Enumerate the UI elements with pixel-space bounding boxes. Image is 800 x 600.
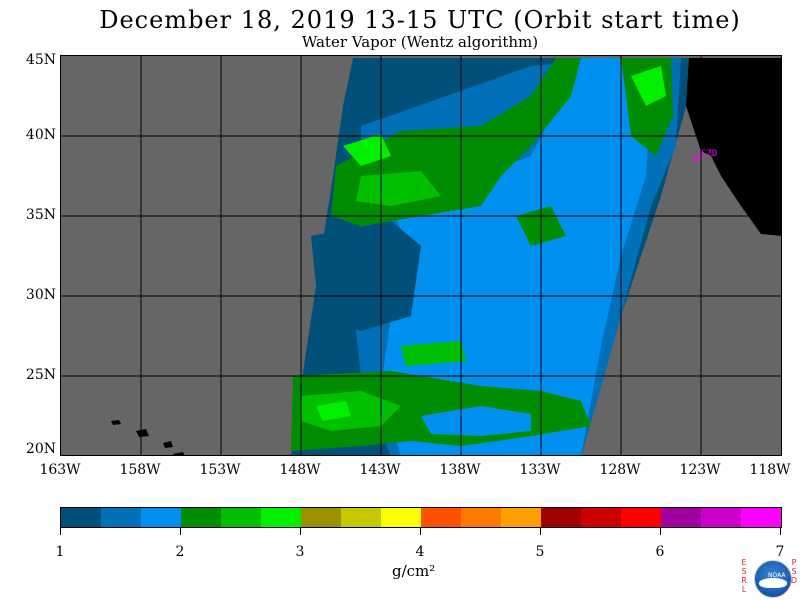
swath-blue-south: [421, 406, 531, 436]
lat-lon-grid: [61, 56, 781, 455]
swath-deep-blue-core: [311, 221, 421, 331]
swath-bright-green-north: [343, 134, 391, 166]
swath-bright-green-south: [301, 391, 401, 431]
california-land: [686, 58, 781, 236]
swath-bright-green-coast: [631, 66, 666, 106]
lon-label-133w: 133W: [519, 462, 561, 478]
cb-tickline-1: [60, 528, 61, 535]
cb-tickline-6: [660, 528, 661, 535]
logo-right-letters: P S D: [790, 558, 798, 585]
cb-tickline-2: [180, 528, 181, 535]
logo-left-letters: E S R L: [740, 558, 748, 594]
colorbar-segment-1: [101, 508, 141, 527]
lat-label-30n: 30N: [25, 287, 56, 303]
colorbar-segment-16: [701, 508, 741, 527]
cb-tickline-4: [420, 528, 421, 535]
logo-letter-s: S: [741, 567, 747, 576]
logo-noaa-text: NOAA: [768, 572, 786, 579]
logo-letter-l: L: [741, 585, 747, 594]
lon-label-138w: 138W: [439, 462, 481, 478]
colorbar-segment-8: [381, 508, 421, 527]
swath-lime-north: [356, 171, 441, 206]
swath-lime-south: [316, 401, 351, 421]
cb-tick-1: 1: [55, 544, 65, 560]
colorbar-segment-2: [141, 508, 181, 527]
cb-tick-6: 6: [655, 544, 665, 560]
colorbar-segment-17: [741, 508, 781, 527]
water-vapor-map: CZD: [60, 55, 782, 456]
station-label: CZD: [701, 149, 717, 159]
hawaii-island-1: [111, 420, 121, 425]
cb-tick-7: 7: [775, 544, 785, 560]
hawaii-island-2: [136, 429, 149, 437]
station-marker: [693, 154, 701, 162]
cb-tick-3: 3: [295, 544, 305, 560]
colorbar-segment-7: [341, 508, 381, 527]
lon-label-143w: 143W: [359, 462, 401, 478]
lat-label-25n: 25N: [25, 367, 56, 383]
cb-tick-2: 2: [175, 544, 185, 560]
colorbar-segment-15: [661, 508, 701, 527]
lon-label-128w: 128W: [599, 462, 641, 478]
cb-tick-4: 4: [415, 544, 425, 560]
colorbar-unit: g/cm²: [392, 562, 436, 580]
logo-letter-s2: S: [791, 567, 797, 576]
logo-letter-d: D: [790, 576, 798, 585]
lon-label-163w: 163W: [39, 462, 81, 478]
noaa-esrl-psd-logo: E S R L NOAA P S D: [740, 558, 798, 600]
colorbar-segment-11: [501, 508, 541, 527]
logo-letter-r: R: [741, 576, 747, 585]
colorbar-segment-13: [581, 508, 621, 527]
lon-label-118w: 118W: [749, 462, 791, 478]
colorbar-segment-5: [261, 508, 301, 527]
colorbar-segment-10: [461, 508, 501, 527]
lat-label-35n: 35N: [25, 207, 56, 223]
logo-letter-e: E: [741, 558, 747, 567]
swath-green-mid2: [401, 341, 466, 366]
hawaii-island-4: [173, 452, 185, 455]
lon-label-148w: 148W: [279, 462, 321, 478]
hawaii-island-3: [163, 441, 173, 448]
lat-label-20n: 20N: [25, 441, 56, 457]
lat-label-45n: 45N: [25, 52, 56, 68]
lon-label-123w: 123W: [679, 462, 721, 478]
logo-letter-p: P: [791, 558, 797, 567]
map-title: December 18, 2019 13-15 UTC (Orbit start…: [99, 6, 741, 34]
cb-tickline-5: [540, 528, 541, 535]
lon-label-158w: 158W: [119, 462, 161, 478]
lat-label-40n: 40N: [25, 127, 56, 143]
color-scale-bar: [60, 507, 782, 528]
colorbar-segment-3: [181, 508, 221, 527]
colorbar-segment-0: [61, 508, 101, 527]
cb-tickline-7: [780, 528, 781, 535]
colorbar-segment-14: [621, 508, 661, 527]
map-subtitle: Water Vapor (Wentz algorithm): [301, 33, 539, 51]
colorbar-segment-12: [541, 508, 581, 527]
noaa-emblem-icon: NOAA: [754, 560, 792, 598]
colorbar-segment-9: [421, 508, 461, 527]
colorbar-segment-6: [301, 508, 341, 527]
colorbar-segment-4: [221, 508, 261, 527]
cb-tick-5: 5: [535, 544, 545, 560]
lon-label-153w: 153W: [199, 462, 241, 478]
cb-tickline-3: [300, 528, 301, 535]
